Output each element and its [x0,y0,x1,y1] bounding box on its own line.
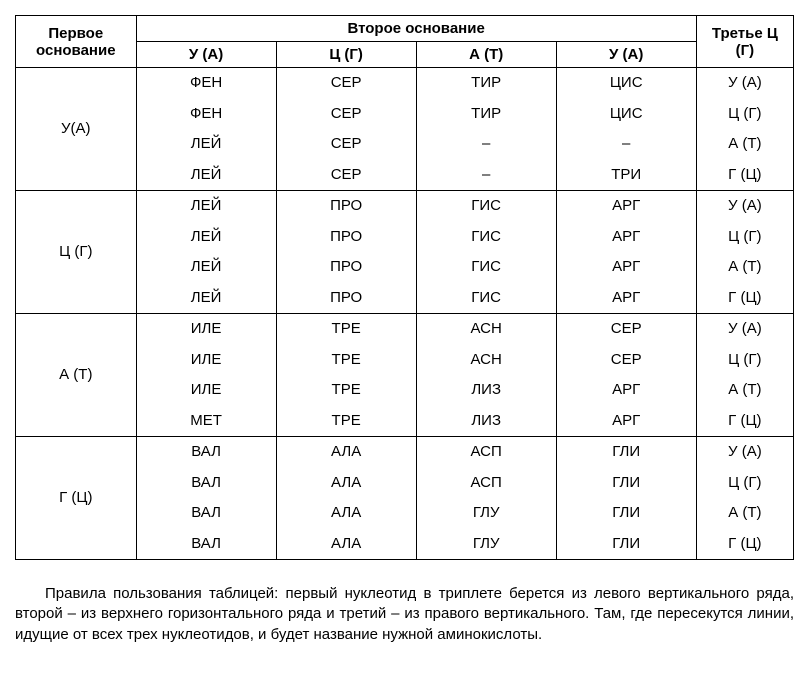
codon-cell: ФЕН [136,68,276,99]
third-base-label: А (Т) [696,375,793,406]
codon-cell: ПРО [276,191,416,222]
third-base-label: У (А) [696,437,793,468]
header-first-base: Первое основание [16,16,137,68]
third-base-label: Г (Ц) [696,529,793,560]
codon-cell: ИЛЕ [136,314,276,345]
table-row: А (Т)ИЛЕТРЕАСНСЕРУ (А) [16,314,794,345]
codon-cell: ЛИЗ [416,375,556,406]
codon-cell: ТРЕ [276,375,416,406]
codon-cell: АСН [416,345,556,376]
codon-cell: ГЛУ [416,529,556,560]
third-base-label: Г (Ц) [696,406,793,437]
codon-cell: АРГ [556,406,696,437]
codon-cell: СЕР [276,99,416,130]
codon-cell: ТИР [416,68,556,99]
codon-cell: ЦИС [556,68,696,99]
codon-cell: ГИС [416,283,556,314]
table-body: У(А)ФЕНСЕРТИРЦИСУ (А)ФЕНСЕРТИРЦИСЦ (Г)ЛЕ… [16,68,794,560]
header-third-base: Третье Ц (Г) [696,16,793,68]
header-second-col-1: Ц (Г) [276,42,416,68]
third-base-label: Ц (Г) [696,99,793,130]
codon-cell: СЕР [276,160,416,191]
codon-cell: АРГ [556,252,696,283]
codon-cell: ЛИЗ [416,406,556,437]
header-second-col-2: А (Т) [416,42,556,68]
usage-caption: Правила пользования таблицей: первый нук… [15,584,794,645]
codon-cell: ТРЕ [276,406,416,437]
codon-cell: ЛЕЙ [136,129,276,160]
codon-cell: СЕР [556,345,696,376]
third-base-label: Ц (Г) [696,468,793,499]
codon-cell: АСП [416,437,556,468]
third-base-label: Ц (Г) [696,222,793,253]
codon-cell: – [416,129,556,160]
codon-cell: ИЛЕ [136,345,276,376]
codon-cell: ТРЕ [276,345,416,376]
table-row: Ц (Г)ЛЕЙПРОГИСАРГУ (А) [16,191,794,222]
codon-cell: АРГ [556,222,696,253]
codon-cell: СЕР [276,68,416,99]
codon-cell: ВАЛ [136,437,276,468]
codon-cell: СЕР [276,129,416,160]
header-second-base: Второе основание [136,16,696,42]
codon-cell: ГЛИ [556,437,696,468]
codon-cell: АРГ [556,375,696,406]
codon-cell: ГЛИ [556,468,696,499]
codon-cell: АЛА [276,529,416,560]
codon-cell: ГИС [416,191,556,222]
codon-table: Первое основание Второе основание Третье… [15,15,794,560]
third-base-label: У (А) [696,314,793,345]
third-base-label: А (Т) [696,498,793,529]
codon-cell: ПРО [276,222,416,253]
first-base-label: Г (Ц) [16,437,137,560]
third-base-label: А (Т) [696,129,793,160]
table-row: У(А)ФЕНСЕРТИРЦИСУ (А) [16,68,794,99]
codon-cell: ВАЛ [136,498,276,529]
codon-cell: АРГ [556,283,696,314]
codon-cell: АРГ [556,191,696,222]
codon-cell: ЛЕЙ [136,160,276,191]
codon-cell: ГЛИ [556,498,696,529]
codon-cell: ТРЕ [276,314,416,345]
codon-cell: ГЛУ [416,498,556,529]
header-second-col-0: У (А) [136,42,276,68]
codon-cell: АСП [416,468,556,499]
codon-cell: МЕТ [136,406,276,437]
codon-cell: ТИР [416,99,556,130]
codon-cell: ЛЕЙ [136,283,276,314]
codon-cell: ЛЕЙ [136,191,276,222]
codon-cell: АЛА [276,498,416,529]
codon-cell: ГЛИ [556,529,696,560]
codon-cell: АСН [416,314,556,345]
codon-cell: – [556,129,696,160]
third-base-label: У (А) [696,68,793,99]
codon-cell: ГИС [416,252,556,283]
header-second-col-3: У (А) [556,42,696,68]
codon-cell: АЛА [276,468,416,499]
first-base-label: А (Т) [16,314,137,437]
first-base-label: У(А) [16,68,137,191]
codon-cell: СЕР [556,314,696,345]
codon-cell: ГИС [416,222,556,253]
third-base-label: А (Т) [696,252,793,283]
codon-cell: ЛЕЙ [136,252,276,283]
codon-cell: ФЕН [136,99,276,130]
codon-cell: ПРО [276,283,416,314]
codon-cell: ИЛЕ [136,375,276,406]
first-base-label: Ц (Г) [16,191,137,314]
third-base-label: Ц (Г) [696,345,793,376]
third-base-label: Г (Ц) [696,283,793,314]
codon-cell: – [416,160,556,191]
third-base-label: У (А) [696,191,793,222]
codon-cell: ВАЛ [136,529,276,560]
codon-cell: ЦИС [556,99,696,130]
table-row: Г (Ц)ВАЛАЛААСПГЛИУ (А) [16,437,794,468]
third-base-label: Г (Ц) [696,160,793,191]
codon-cell: ЛЕЙ [136,222,276,253]
codon-cell: ВАЛ [136,468,276,499]
codon-cell: АЛА [276,437,416,468]
codon-cell: ТРИ [556,160,696,191]
codon-cell: ПРО [276,252,416,283]
